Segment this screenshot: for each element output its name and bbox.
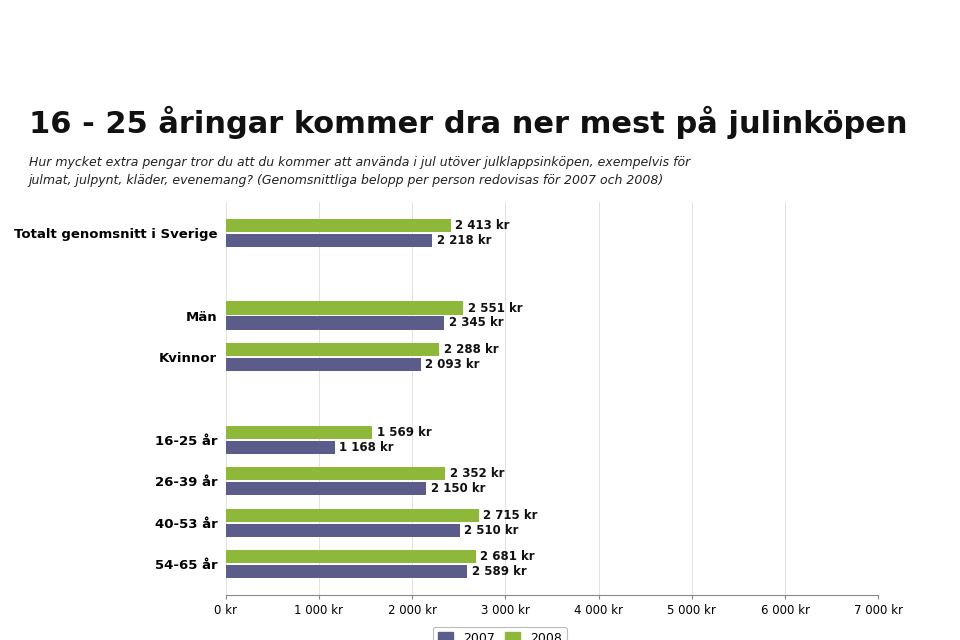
Text: 2 150 kr: 2 150 kr <box>431 482 485 495</box>
Text: 2 352 kr: 2 352 kr <box>449 467 504 480</box>
Text: 16 - 25 åringar kommer dra ner mest på julinköpen: 16 - 25 åringar kommer dra ner mest på j… <box>29 106 907 139</box>
Text: 2 681 kr: 2 681 kr <box>480 550 535 563</box>
Text: 2 510 kr: 2 510 kr <box>465 524 518 537</box>
Bar <box>226 550 475 563</box>
Bar <box>226 343 439 356</box>
Text: 2 589 kr: 2 589 kr <box>471 565 526 578</box>
Bar <box>226 301 464 315</box>
Text: 2 413 kr: 2 413 kr <box>455 219 510 232</box>
Text: 2 345 kr: 2 345 kr <box>449 317 504 330</box>
Bar <box>226 467 444 481</box>
Bar <box>226 234 432 247</box>
Text: 2 218 kr: 2 218 kr <box>437 234 492 246</box>
Bar <box>226 441 334 454</box>
Bar <box>226 426 372 439</box>
Text: 2 551 kr: 2 551 kr <box>468 301 523 315</box>
Legend: 2007, 2008: 2007, 2008 <box>433 627 566 640</box>
Text: 1 168 kr: 1 168 kr <box>339 441 394 454</box>
Text: Nordea: Nordea <box>34 33 147 61</box>
Text: 2 715 kr: 2 715 kr <box>484 509 538 522</box>
Bar <box>226 524 460 537</box>
Bar <box>226 565 468 578</box>
Bar <box>226 219 450 232</box>
Bar <box>226 358 420 371</box>
Bar <box>226 482 426 495</box>
Text: ): ) <box>117 28 133 62</box>
Bar <box>226 316 444 330</box>
Bar <box>226 509 479 522</box>
Text: 1 569 kr: 1 569 kr <box>376 426 431 439</box>
Text: Hur mycket extra pengar tror du att du kommer att använda i jul utöver julklapps: Hur mycket extra pengar tror du att du k… <box>29 156 690 187</box>
Text: 2 093 kr: 2 093 kr <box>425 358 480 371</box>
Text: 2 288 kr: 2 288 kr <box>444 343 498 356</box>
